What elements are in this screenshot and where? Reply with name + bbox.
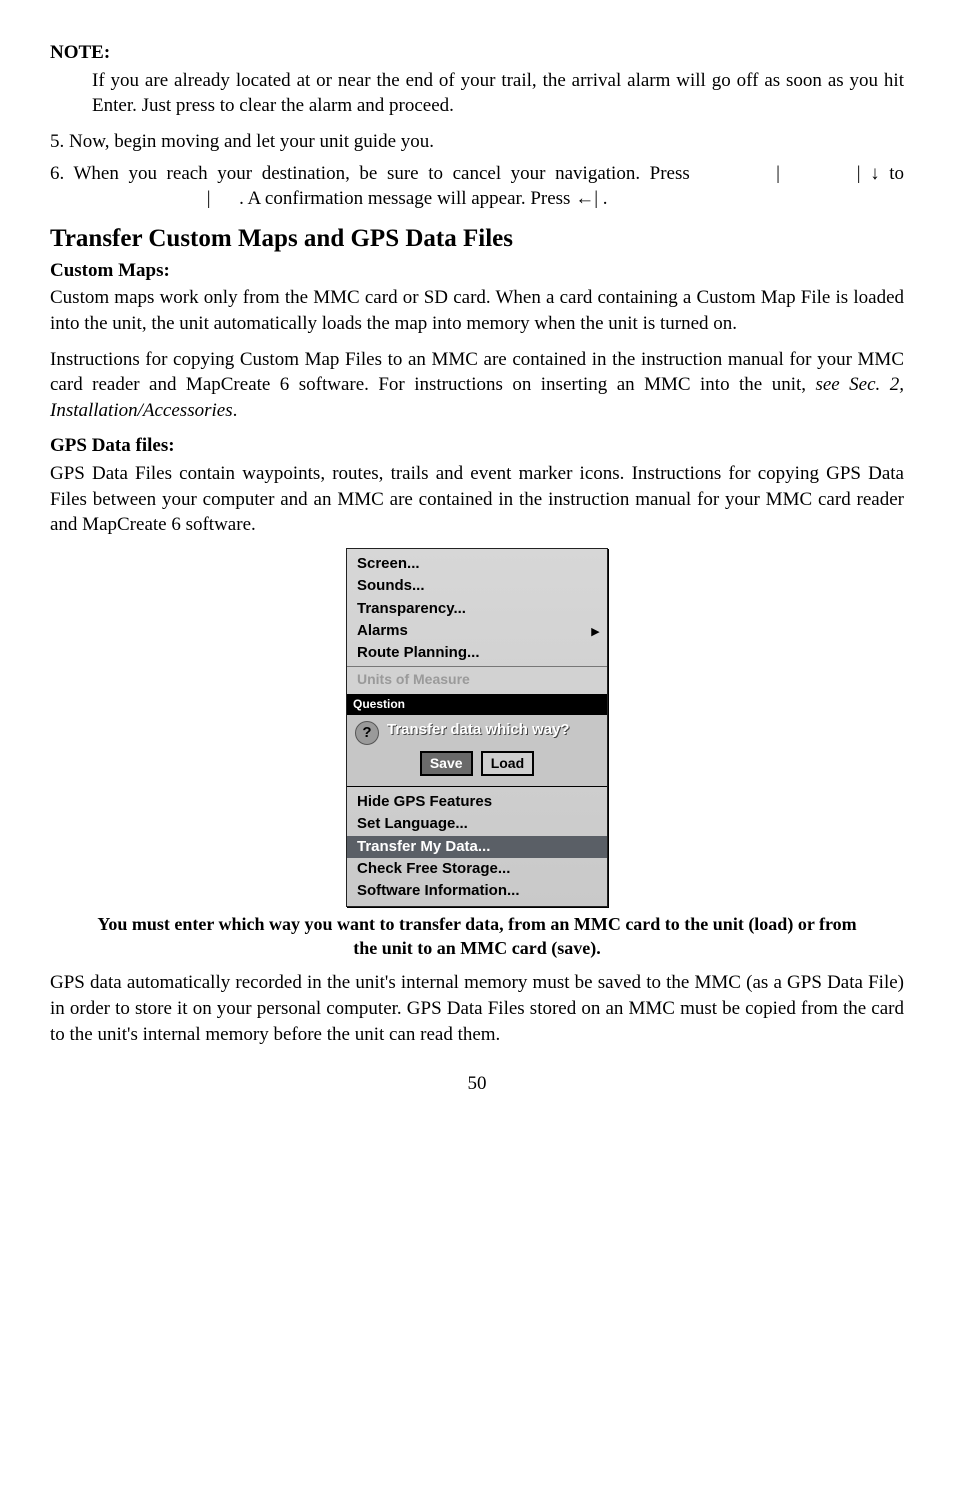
section-title: Transfer Custom Maps and GPS Data Files xyxy=(50,222,904,256)
closing-paragraph: GPS data automatically recorded in the u… xyxy=(50,970,904,1047)
note-body: If you are already located at or near th… xyxy=(92,68,904,119)
step6-to: to xyxy=(889,163,904,184)
dialog-buttons: Save Load xyxy=(355,751,599,776)
step6-end: . A confirmation message will appear. Pr… xyxy=(239,188,607,209)
custom-maps-head: Custom Maps: xyxy=(50,258,904,284)
question-icon: ? xyxy=(355,721,379,745)
menu-item-cutoff: Units of Measure xyxy=(347,669,607,690)
step6-a: 6. When you reach your destination, be s… xyxy=(50,163,690,184)
figure-screenshot: Screen... Sounds... Transparency... Alar… xyxy=(50,548,904,907)
menu-item-sounds[interactable]: Sounds... xyxy=(347,575,607,597)
menu-item-software-info[interactable]: Software Information... xyxy=(347,880,607,902)
menu-item-screen[interactable]: Screen... xyxy=(347,553,607,575)
dialog-titlebar: Question xyxy=(347,694,607,714)
menu-top: Screen... Sounds... Transparency... Alar… xyxy=(347,549,607,694)
gps-head: GPS Data files: xyxy=(50,433,904,459)
step-5: 5. Now, begin moving and let your unit g… xyxy=(50,129,904,155)
custom-maps-p2c: . xyxy=(233,400,238,421)
menu-item-alarms[interactable]: Alarms ▸ xyxy=(347,620,607,642)
menu-item-check-storage[interactable]: Check Free Storage... xyxy=(347,858,607,880)
gps-p1: GPS Data Files contain waypoints, routes… xyxy=(50,461,904,538)
figure-caption: You must enter which way you want to tra… xyxy=(90,913,864,960)
menu-bottom: Hide GPS Features Set Language... Transf… xyxy=(347,787,607,906)
menu-item-route-planning[interactable]: Route Planning... xyxy=(347,642,607,664)
step6-bar1: | xyxy=(776,163,780,184)
menu-item-transfer-my-data[interactable]: Transfer My Data... xyxy=(347,836,607,858)
dialog-text: Transfer data which way? xyxy=(387,721,570,738)
step6-bar2: | xyxy=(857,163,861,184)
submenu-arrow-icon: ▸ xyxy=(591,622,599,642)
load-button[interactable]: Load xyxy=(481,751,534,776)
custom-maps-p2: Instructions for copying Custom Map File… xyxy=(50,347,904,424)
save-button[interactable]: Save xyxy=(420,751,473,776)
step6-bar3: | xyxy=(207,188,211,209)
menu-box: Screen... Sounds... Transparency... Alar… xyxy=(346,548,608,907)
custom-maps-p2a: Instructions for copying Custom Map File… xyxy=(50,349,904,396)
page-number: 50 xyxy=(50,1071,904,1097)
custom-maps-p1: Custom maps work only from the MMC card … xyxy=(50,285,904,336)
note-label: NOTE: xyxy=(50,40,904,66)
menu-item-set-language[interactable]: Set Language... xyxy=(347,813,607,835)
menu-item-hide-gps[interactable]: Hide GPS Features xyxy=(347,791,607,813)
menu-item-alarms-label: Alarms xyxy=(357,622,408,639)
dialog-body: ? Transfer data which way? Save Load xyxy=(347,714,607,787)
step6-down: ↓ xyxy=(870,163,880,184)
step-6: 6. When you reach your destination, be s… xyxy=(50,161,904,212)
menu-separator xyxy=(347,666,607,667)
menu-item-transparency[interactable]: Transparency... xyxy=(347,598,607,620)
